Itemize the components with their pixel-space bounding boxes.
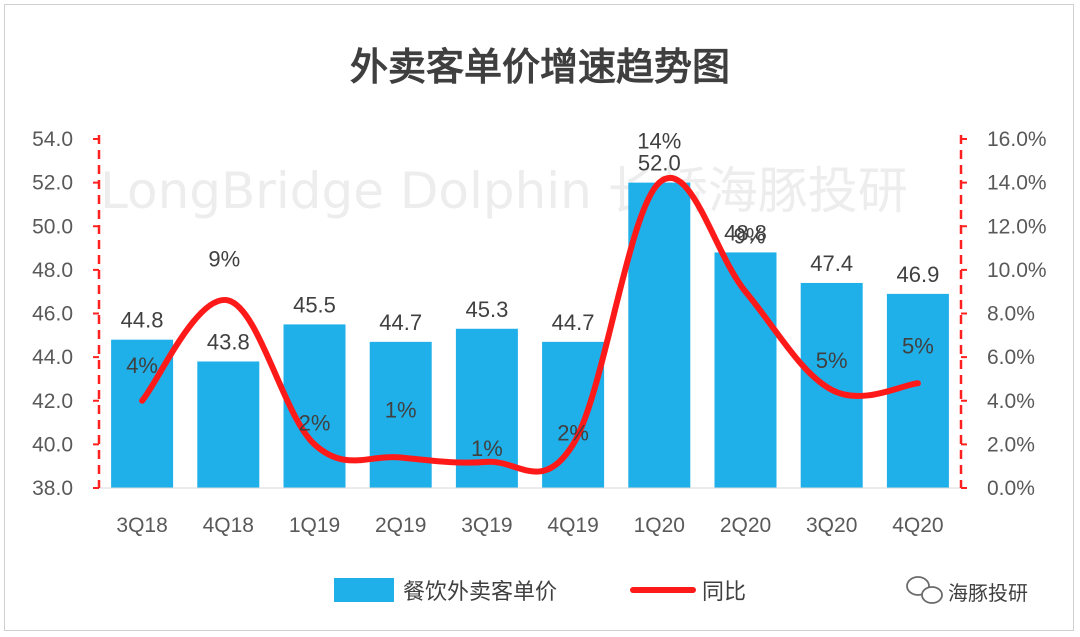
- right-tick-label: 14.0%: [987, 172, 1047, 195]
- x-tick-label: 1Q20: [634, 514, 685, 537]
- bar-1Q19[interactable]: [283, 324, 346, 488]
- line-value-label: 1%: [385, 397, 417, 422]
- bar-value-label: 52.0: [638, 151, 681, 176]
- left-tick-label: 38.0: [32, 477, 73, 500]
- right-tick-label: 2.0%: [987, 433, 1035, 456]
- right-tick-label: 4.0%: [987, 390, 1035, 413]
- bar-value-label: 44.7: [379, 310, 422, 335]
- left-tick-label: 42.0: [32, 390, 73, 413]
- right-tick-label: 16.0%: [987, 128, 1047, 151]
- x-tick-label: 4Q20: [892, 514, 943, 537]
- badge-text: 海豚投研: [948, 581, 1028, 605]
- wechat-badge: 海豚投研: [906, 576, 1028, 605]
- right-tick-label: 0.0%: [987, 477, 1035, 500]
- line-value-label: 5%: [816, 348, 848, 373]
- watermark-text: LongBridge Dolphin 长桥海豚投研: [100, 162, 908, 220]
- right-tick-label: 6.0%: [987, 346, 1035, 369]
- legend-bar-label: 餐饮外卖客单价: [403, 580, 557, 605]
- yoy-point-4Q19[interactable]: [571, 442, 575, 446]
- yoy-point-1Q20[interactable]: [657, 181, 661, 185]
- bar-value-label: 48.8: [724, 220, 767, 245]
- bar-2Q19[interactable]: [369, 341, 432, 488]
- line-value-label: 9%: [734, 224, 766, 249]
- yoy-point-3Q20[interactable]: [830, 388, 834, 392]
- wechat-icon: [906, 576, 943, 604]
- line-value-label: 2%: [299, 410, 331, 435]
- right-tick-label: 8.0%: [987, 303, 1035, 326]
- left-tick-label: 44.0: [32, 346, 73, 369]
- x-tick-label: 2Q20: [720, 514, 771, 537]
- bar-value-label: 44.7: [552, 310, 595, 335]
- right-tick-label: 10.0%: [987, 259, 1047, 282]
- line-value-label: 4%: [126, 353, 158, 378]
- yoy-line[interactable]: [139, 175, 921, 475]
- bar-value-label: 46.9: [896, 262, 939, 287]
- bar-value-label: 43.8: [207, 329, 250, 354]
- yoy-point-3Q19[interactable]: [485, 460, 489, 464]
- left-tick-label: 46.0: [32, 303, 73, 326]
- legend-bar-swatch: [334, 578, 394, 602]
- bar-value-label: 45.3: [465, 297, 508, 322]
- bar-4Q18[interactable]: [197, 361, 260, 488]
- right-tick-label: 12.0%: [987, 215, 1047, 238]
- x-tick-label: 4Q18: [203, 514, 254, 537]
- chart-title: 外卖客单价增速趋势图: [350, 45, 730, 89]
- x-tick-label: 2Q19: [375, 514, 426, 537]
- left-tick-label: 50.0: [32, 215, 73, 238]
- yoy-point-3Q18[interactable]: [140, 399, 144, 403]
- chart-legend: 餐饮外卖客单价 同比: [334, 578, 746, 605]
- yoy-point-2Q19[interactable]: [399, 455, 403, 459]
- left-tick-label: 54.0: [32, 128, 73, 151]
- yoy-point-4Q20[interactable]: [916, 381, 920, 385]
- yoy-point-2Q20[interactable]: [744, 290, 747, 294]
- line-value-label: 5%: [902, 333, 934, 358]
- line-value-label: 14%: [637, 129, 681, 154]
- left-tick-label: 40.0: [32, 433, 73, 456]
- left-tick-label: 52.0: [32, 172, 73, 195]
- x-tick-label: 3Q19: [461, 514, 512, 537]
- x-tick-label: 3Q20: [806, 514, 857, 537]
- bar-value-label: 44.8: [121, 308, 164, 333]
- chart-frame: [4, 4, 1074, 631]
- x-tick-label: 1Q19: [289, 514, 340, 537]
- yoy-point-1Q19[interactable]: [313, 442, 316, 446]
- bar-3Q20[interactable]: [800, 282, 863, 488]
- x-tick-label: 3Q18: [116, 514, 167, 537]
- yoy-point-4Q18[interactable]: [226, 298, 230, 302]
- line-value-label: 2%: [557, 420, 589, 445]
- bar-1Q20[interactable]: [628, 182, 691, 488]
- x-tick-label: 4Q19: [547, 514, 598, 537]
- legend-line-label: 同比: [702, 580, 746, 605]
- bar-value-label: 47.4: [810, 251, 853, 276]
- left-tick-label: 48.0: [32, 259, 73, 282]
- line-value-label: 1%: [471, 436, 503, 461]
- line-value-label: 9%: [208, 246, 240, 271]
- bar-value-label: 45.5: [293, 292, 336, 317]
